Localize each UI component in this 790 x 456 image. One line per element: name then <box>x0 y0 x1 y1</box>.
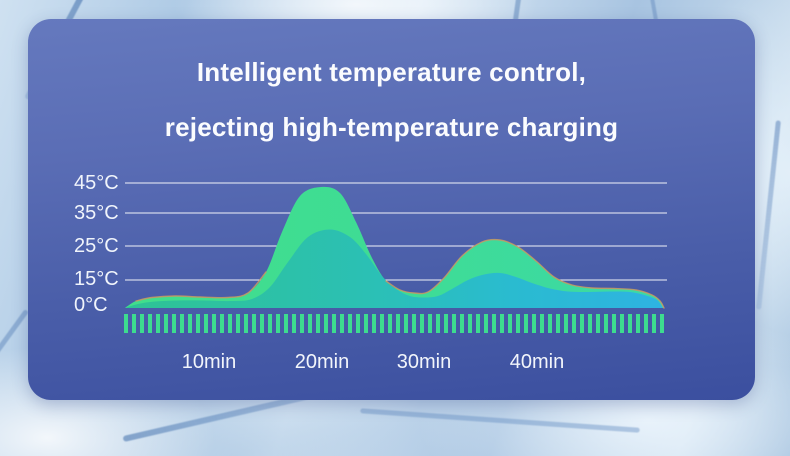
y-tick-35c: 35°C <box>74 202 119 224</box>
chart-gridlines <box>125 182 667 281</box>
x-tick-40min: 40min <box>509 351 565 373</box>
y-tick-45c: 45°C <box>74 172 119 194</box>
y-tick-25c: 25°C <box>74 235 119 257</box>
x-tick-30min: 30min <box>396 351 452 373</box>
x-tick-10min: 10min <box>181 351 237 373</box>
curve-edge-highlight <box>135 271 267 302</box>
card-title-line-2: rejecting high-temperature charging <box>164 112 619 142</box>
ice-crack <box>756 120 781 310</box>
area-series-outer <box>125 186 664 308</box>
temperature-area-chart <box>125 182 667 309</box>
y-tick-15c: 15°C <box>74 268 119 290</box>
curve-edge-highlight <box>385 238 665 309</box>
y-tick-0c: 0°C <box>74 294 108 316</box>
ice-crack <box>360 408 640 433</box>
area-series-inner <box>125 229 663 308</box>
card-title-line-1: Intelligent temperature control, <box>196 57 587 87</box>
temperature-control-card: Intelligent temperature control, rejecti… <box>28 19 755 400</box>
baseline-tick-bar <box>124 314 666 333</box>
card-title: Intelligent temperature control, rejecti… <box>28 57 755 142</box>
ice-crack <box>0 309 29 401</box>
x-tick-20min: 20min <box>294 351 350 373</box>
